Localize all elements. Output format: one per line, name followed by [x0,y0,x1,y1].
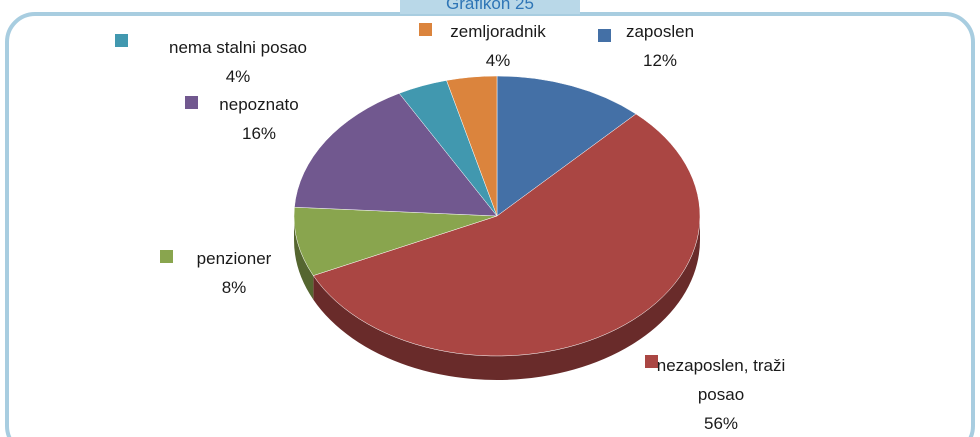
legend-marker [645,355,658,368]
data-label: zaposlen 12% [612,17,708,75]
pie-side [294,216,314,300]
data-label: zemljoradnik 4% [430,17,566,75]
pie-slice [294,93,498,217]
legend-marker [419,23,432,36]
pie-slice [446,75,498,217]
category-label: penzioner [196,249,272,268]
category-label: nepoznato [219,95,299,114]
chart-title: Grafikon 25 [400,0,580,14]
value-label: 56% [703,414,739,433]
value-label: 4% [485,51,511,70]
data-label: nezaposlen, traži posao 56% [655,351,787,437]
data-label: penzioner 8% [176,244,292,302]
value-label: 4% [225,67,251,86]
legend-marker [598,29,611,42]
pie-side [313,216,700,381]
legend-marker [115,34,128,47]
pie-slice [293,206,498,276]
pie-slice [496,75,637,217]
pie-slice [312,113,701,357]
value-label: 8% [221,278,247,297]
data-label: nepoznato 16% [200,90,318,148]
category-label: zaposlen [625,22,695,41]
category-label: nema stalni posao [169,38,307,57]
value-label: 16% [241,124,277,143]
value-label: 12% [642,51,678,70]
data-label: nema stalni posao 4% [136,33,340,91]
category-label: nezaposlen, traži posao [656,356,786,404]
category-label: zemljoradnik [450,22,546,41]
legend-marker [185,96,198,109]
legend-marker [160,250,173,263]
